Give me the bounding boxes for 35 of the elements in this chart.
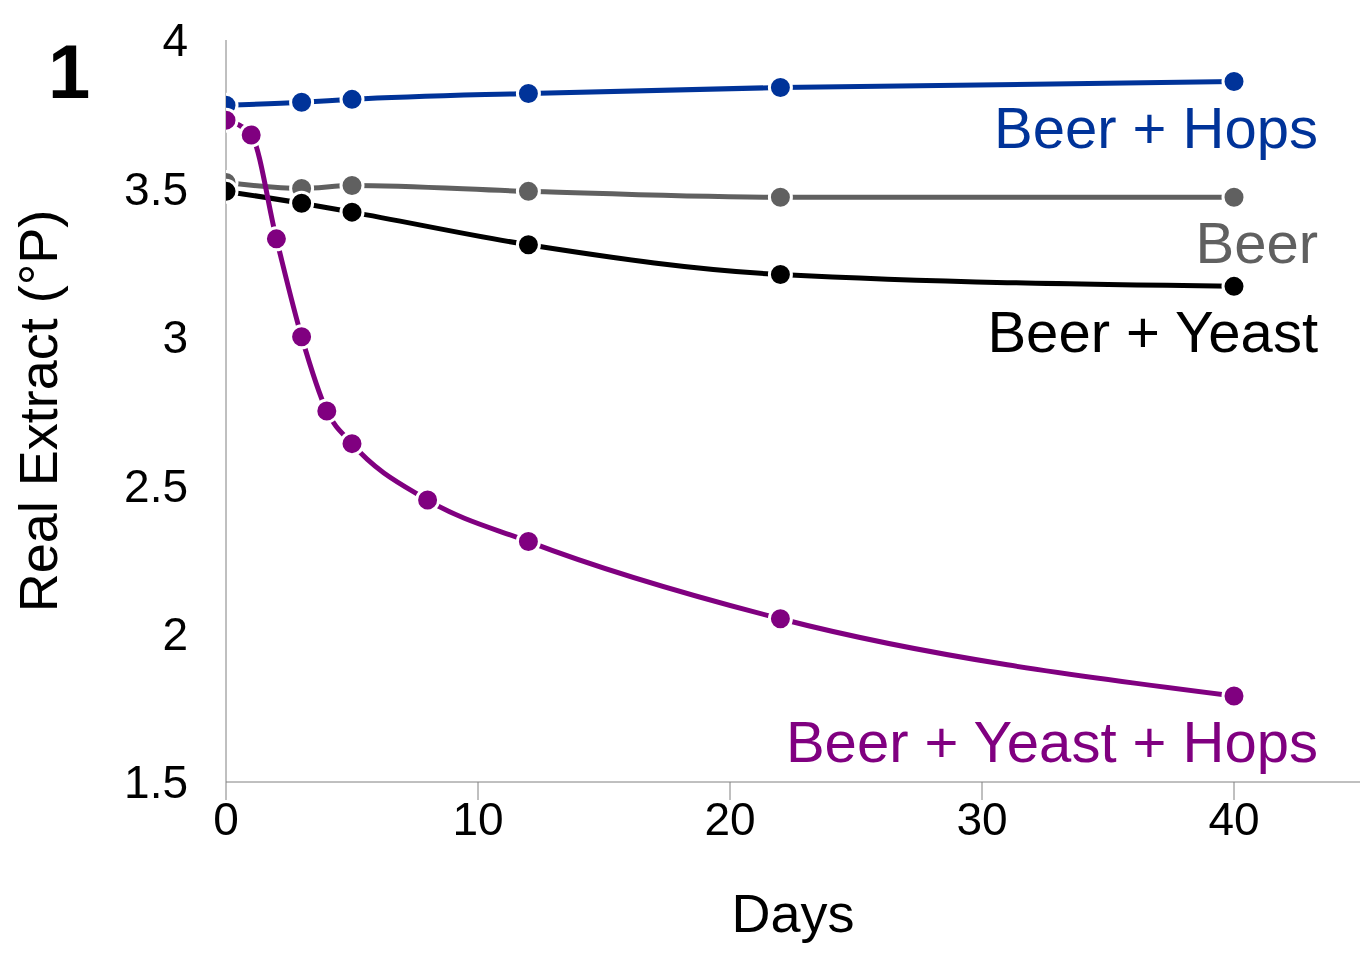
point xyxy=(339,199,365,225)
x-axis-title: Days xyxy=(731,883,855,943)
y-axis-title: Real Extract (°P) xyxy=(8,209,69,613)
series-label: Beer + Hops xyxy=(993,94,1318,160)
point xyxy=(289,190,315,216)
point xyxy=(1221,184,1247,210)
x-tick-label: 30 xyxy=(956,792,1008,845)
point xyxy=(339,431,365,457)
point xyxy=(415,487,441,513)
y-tick-label: 4 xyxy=(162,14,188,67)
x-tick-label: 20 xyxy=(704,792,756,845)
y-tick-label: 3.5 xyxy=(124,162,188,215)
point xyxy=(515,178,541,204)
y-tick-label: 1.5 xyxy=(124,756,188,809)
point xyxy=(767,606,793,632)
point xyxy=(289,324,315,350)
x-tick-label: 0 xyxy=(213,792,239,845)
series-label: Beer + Yeast + Hops xyxy=(785,708,1318,774)
point xyxy=(339,86,365,112)
series-label: Beer + Yeast xyxy=(987,299,1318,365)
point xyxy=(1221,273,1247,299)
point xyxy=(767,184,793,210)
x-tick-label: 10 xyxy=(452,792,504,845)
y-tick-label: 2.5 xyxy=(124,459,188,512)
y-tick-label: 3 xyxy=(162,311,188,364)
point xyxy=(289,89,315,115)
point xyxy=(1221,683,1247,709)
point xyxy=(238,122,264,148)
point xyxy=(515,232,541,258)
series-label: Beer xyxy=(1195,210,1318,276)
point xyxy=(263,226,289,252)
text: 1 xyxy=(48,28,91,115)
y-tick-label: 2 xyxy=(162,607,188,660)
point xyxy=(314,398,340,424)
x-tick-label: 40 xyxy=(1208,792,1260,845)
